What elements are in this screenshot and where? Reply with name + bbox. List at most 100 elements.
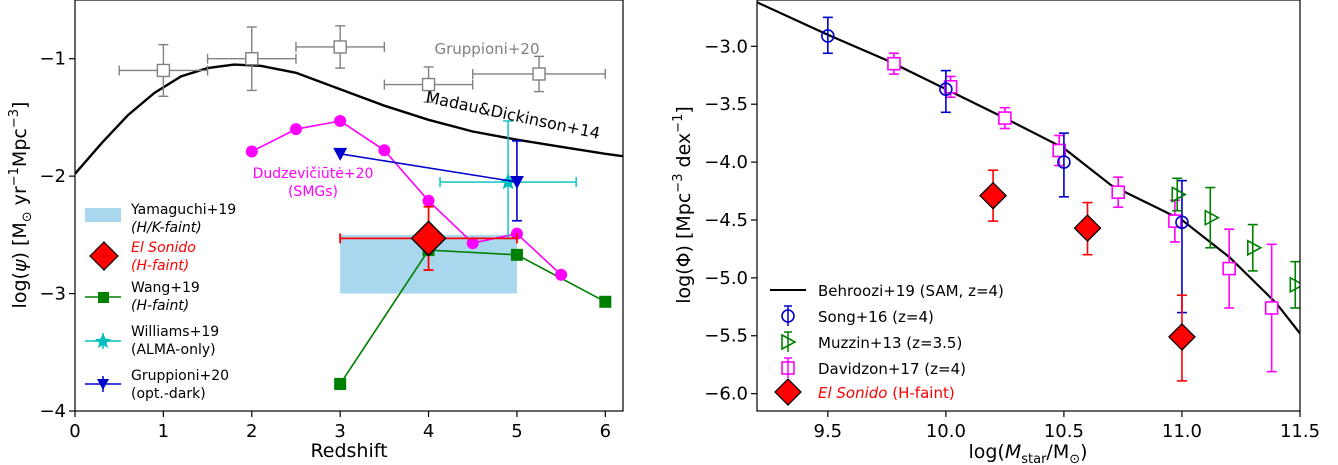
- left-plot-area: [75, 25, 623, 390]
- right-x-tick-label-0: 9.5: [814, 421, 843, 442]
- right-y-tick-label-5: −3.5: [704, 94, 748, 115]
- gruppioni-dark-point-0: [333, 147, 348, 161]
- legend-label-gruppioni-dark: Gruppioni+20: [131, 368, 229, 384]
- legend-label-gruppioni-dark-sub: (opt.-dark): [131, 386, 206, 402]
- legend-label-wang: Wang+19: [131, 280, 200, 296]
- legend-marker-davidzon: [781, 361, 795, 375]
- song-point-0: [821, 29, 835, 43]
- left-x-tick-label-2: 2: [246, 421, 257, 442]
- legend-marker-wang: [98, 292, 109, 303]
- legend-label-yamaguchi-sub: (H/K-faint): [131, 220, 202, 236]
- legend-label-behroozi: Behroozi+19 (SAM, z=4): [818, 282, 1004, 300]
- left-x-tick-label-3: 3: [334, 421, 345, 442]
- legend-marker-williams: [95, 333, 111, 348]
- legend-label-el-sonido-right: El Sonido (H-faint): [818, 384, 955, 402]
- left-panel-sfr-density: 0 1 2 3 4 5 6 −4 −3 −2 −1 Redshift log(ψ) [M⊙ yr−1…: [7, 0, 624, 462]
- legend-label-el-sonido-sub: (H-faint): [131, 258, 189, 274]
- song-point-3: [1175, 215, 1189, 230]
- legend-label-williams-sub: (ALMA-only): [131, 342, 216, 358]
- left-axes-frame: [74, 0, 624, 412]
- wang-point-3: [599, 295, 612, 308]
- el-sonido-right-point-1: [1073, 214, 1102, 242]
- gruppioni-annotation: Gruppioni+20: [434, 40, 539, 58]
- left-y-tick-label-0: −4: [39, 401, 66, 422]
- left-x-axis-label: Redshift: [310, 440, 387, 462]
- right-x-tick-label-3: 11.0: [1162, 421, 1202, 442]
- right-y-tick-label-1: −5.5: [704, 326, 748, 347]
- right-panel-mass-function: 9.5 10.0 10.5 11.0 11.5 −6.0 −5.5 −5.0 −4.5 −4.0 −…: [671, 0, 1320, 465]
- right-y-tick-label-4: −4.0: [704, 152, 748, 173]
- madau-dickinson-annotation: Madau&Dickinson+14: [424, 87, 602, 143]
- left-y-axis-label: log(ψ) [M⊙ yr−1Mpc−3]: [7, 102, 35, 309]
- dudzeviciute-point-5: [466, 237, 479, 250]
- davidzon-point-6: [1222, 261, 1236, 276]
- muzzin-point-2: [1246, 239, 1263, 257]
- legend-label-williams: Williams+19: [131, 324, 219, 340]
- muzzin-point-0: [1171, 186, 1187, 203]
- wang-point-2: [510, 248, 523, 261]
- right-legend: Behroozi+19 (SAM, z=4) Song+16 (z=4) Muz…: [770, 282, 1004, 406]
- gruppioni-point-3: [421, 77, 436, 92]
- left-x-tick-label-5: 5: [511, 421, 522, 442]
- gruppioni-point-1: [245, 52, 259, 66]
- left-y-tick-label-2: −2: [39, 166, 66, 187]
- gruppioni-point-2: [333, 40, 347, 54]
- left-x-tick-label-4: 4: [423, 421, 434, 442]
- muzzin-point-3: [1289, 276, 1300, 294]
- muzzin-point-1: [1204, 209, 1220, 226]
- right-x-tick-label-1: 10.0: [926, 421, 966, 442]
- wang-point-0: [334, 377, 347, 390]
- gruppioni-dark-line: [340, 153, 518, 183]
- dudzeviciute-annotation: Dudzevičiūtė+20: [253, 166, 374, 182]
- right-x-tick-label-2: 10.5: [1044, 421, 1084, 442]
- dudzeviciute-point-7: [555, 268, 568, 281]
- gruppioni-point-0: [156, 63, 171, 78]
- dudzeviciute-point-2: [334, 114, 347, 127]
- madau-dickinson-curve: [75, 63, 623, 175]
- legend-marker-el-sonido: [89, 241, 119, 271]
- davidzon-point-7: [1264, 301, 1279, 315]
- gruppioni-dark-point-1: [509, 176, 524, 190]
- left-x-tick-label-6: 6: [600, 421, 611, 442]
- right-plot-area: [757, 1, 1300, 382]
- legend-marker-muzzin: [781, 333, 797, 351]
- right-y-tick-label-2: −5.0: [704, 268, 748, 289]
- davidzon-point-0: [887, 56, 901, 71]
- legend-label-muzzin: Muzzin+13 (z=3.5): [818, 334, 962, 352]
- right-x-axis-label: log(Mstar/M⊙): [968, 441, 1087, 465]
- legend-label-el-sonido: El Sonido: [131, 240, 196, 256]
- right-ticks: 9.5 10.0 10.5 11.0 11.5 −6.0 −5.5 −5.0 −4.5 −4.0 −…: [704, 36, 1320, 442]
- dudzeviciute-line: [251, 120, 562, 276]
- right-x-tick-label-4: 11.5: [1280, 421, 1320, 442]
- left-legend: Yamaguchi+19 (H/K-faint) El Sonido (H-fa…: [85, 202, 236, 402]
- legend-label-wang-sub: (H-faint): [131, 298, 189, 314]
- song-point-2: [1057, 155, 1071, 169]
- right-y-tick-label-0: −6.0: [704, 384, 748, 405]
- el-sonido-point: [410, 220, 447, 257]
- gruppioni-point-4: [532, 67, 546, 81]
- legend-marker-el-sonido-right: [774, 378, 802, 406]
- left-ticks: 0 1 2 3 4 5 6 −4 −3 −2 −1: [39, 49, 611, 442]
- dudzeviciute-point-0: [245, 145, 258, 158]
- el-sonido-right-point-2: [1168, 322, 1196, 351]
- left-x-tick-label-1: 1: [158, 421, 169, 442]
- right-y-axis-label: log(Φ) [Mpc−3 dex−1]: [671, 106, 695, 304]
- left-y-tick-label-1: −3: [39, 284, 66, 305]
- el-sonido-right-point-0: [979, 181, 1008, 210]
- right-y-tick-label-3: −4.5: [704, 210, 748, 231]
- dudzeviciute-annotation-sub: (SMGs): [288, 184, 338, 200]
- davidzon-point-4: [1111, 185, 1126, 199]
- legend-label-davidzon: Davidzon+17 (z=4): [818, 360, 966, 378]
- davidzon-point-3: [1052, 143, 1066, 158]
- dudzeviciute-point-3: [378, 144, 391, 157]
- left-x-tick-label-0: 0: [69, 421, 80, 442]
- dudzeviciute-point-4: [422, 194, 435, 207]
- right-axes-frame: [756, 0, 1301, 412]
- left-y-tick-label-3: −1: [39, 49, 66, 70]
- legend-marker-song: [781, 309, 795, 323]
- song-point-1: [939, 82, 953, 96]
- legend-label-yamaguchi: Yamaguchi+19: [130, 202, 236, 218]
- right-y-tick-label-6: −3.0: [704, 36, 748, 57]
- davidzon-point-2: [998, 111, 1012, 125]
